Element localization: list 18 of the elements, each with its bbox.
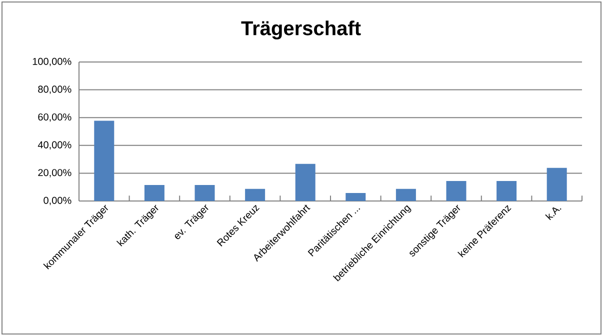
bar xyxy=(546,168,567,201)
bar xyxy=(245,188,266,201)
chart-title: Trägerschaft xyxy=(241,20,361,40)
y-tick-label: 40,00% xyxy=(38,141,72,150)
y-tick-label: 0,00% xyxy=(44,196,72,206)
bar xyxy=(496,180,517,201)
bar xyxy=(346,192,366,201)
y-tick-label: 80,00% xyxy=(38,86,72,94)
bar xyxy=(295,164,316,201)
x-tick-label: k.A. xyxy=(545,207,562,220)
y-tick-label: 60,00% xyxy=(38,113,72,122)
bar xyxy=(194,185,215,201)
bar xyxy=(446,180,466,201)
y-tick-label: 20,00% xyxy=(38,169,72,178)
bar xyxy=(144,185,164,201)
bar xyxy=(396,188,416,201)
y-tick-label: 100,00% xyxy=(32,58,72,66)
bar xyxy=(94,120,114,201)
